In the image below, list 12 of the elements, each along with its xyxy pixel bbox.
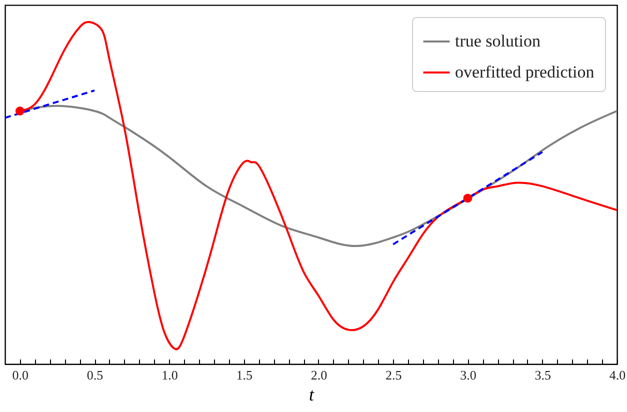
x-axis-title: t [308,384,315,404]
legend-label: true solution [455,32,541,50]
legend-label: overfitted prediction [455,62,595,82]
x-tick-label: 3.5 [534,368,551,382]
x-tick-label: 2.0 [310,368,328,382]
x-tick-label: 3.0 [460,368,476,382]
x-tick-label: 4.0 [609,368,626,382]
x-tick-label: 1.0 [162,368,178,382]
x-tick-label: 1.5 [236,368,252,382]
x-tick-label: 0.0 [12,368,29,382]
x-tick-label: 2.5 [385,368,402,382]
x-tick-label: 0.5 [86,368,104,382]
